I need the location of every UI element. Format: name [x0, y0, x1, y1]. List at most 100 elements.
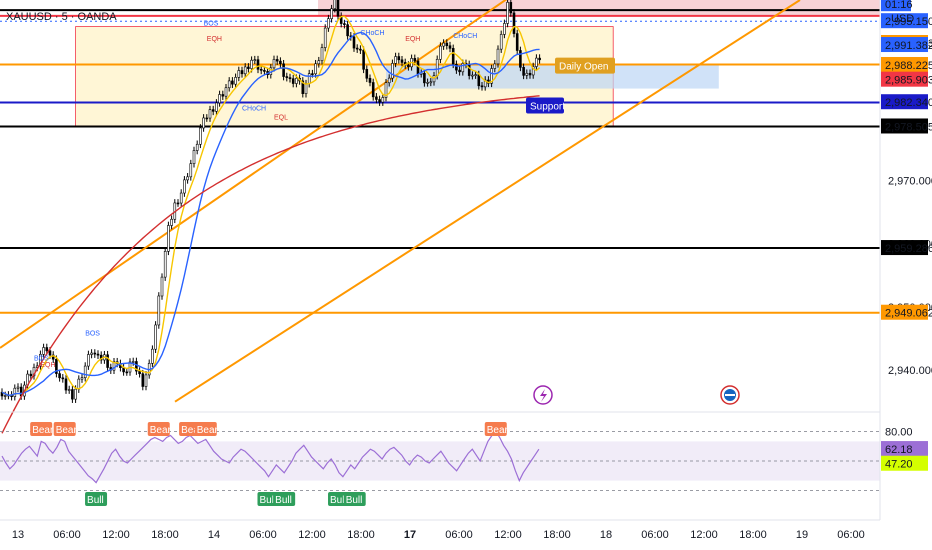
candle-body	[381, 97, 385, 103]
candle-body	[231, 80, 234, 85]
candle-body	[221, 94, 225, 97]
time-axis[interactable]: 13 06:00 12:00 18:00 14 06:00 12:00 18:00 17 06:0…	[0, 519, 880, 541]
candle-body	[48, 350, 52, 356]
currency-label[interactable]: USD	[891, 13, 914, 25]
candle-body	[474, 74, 477, 76]
price-label-tag[interactable]: 2,982.340	[881, 94, 932, 110]
candle-body	[135, 361, 138, 372]
candle-body	[55, 358, 58, 374]
resistance-zone	[318, 0, 880, 16]
structure-label-bos: BOS	[34, 356, 49, 363]
candle-body	[141, 373, 145, 387]
candle-body	[458, 69, 461, 73]
candle-body	[368, 77, 372, 83]
price-axis[interactable]: 2,940.0002,950.0002,960.0002,970.0002,99…	[879, 0, 932, 520]
annotation-support[interactable]: Support	[526, 97, 565, 114]
price-label-tag[interactable]: 2,978.505	[881, 118, 932, 134]
time-tick-label: 06:00	[641, 529, 669, 541]
time-tick-label: 12:00	[102, 529, 130, 541]
time-tick-label: 19	[796, 529, 808, 541]
candle-body	[384, 82, 388, 98]
time-tick-label: 18:00	[739, 529, 767, 541]
rsi-signal-bear: Bear	[53, 422, 77, 436]
candle-body	[64, 378, 68, 391]
candle-body	[279, 60, 282, 65]
price-label-tag[interactable]: 2,995.150	[881, 13, 932, 29]
price-label-text: 2,982.340	[885, 97, 932, 109]
price-label-bg	[881, 118, 928, 134]
candle-body	[208, 109, 212, 119]
signal-text: Bear	[150, 425, 172, 436]
candle-body	[3, 395, 7, 397]
candle-body	[515, 33, 519, 51]
signal-text: Bull	[346, 495, 363, 506]
price-label-tag[interactable]: 2,949.062	[881, 304, 932, 320]
structure-label-eql: EQL	[274, 115, 288, 122]
candle-body	[451, 48, 455, 65]
candle-body	[330, 8, 333, 19]
candle-body	[512, 12, 516, 34]
rsi-tick-label: 80.00	[885, 427, 913, 439]
candle-body	[480, 85, 484, 88]
price-label-text: 2,988.225	[885, 60, 932, 72]
candle-body	[96, 353, 100, 356]
event-icons[interactable]	[533, 385, 740, 405]
time-tick-label: 14	[208, 529, 220, 541]
price-label-bg	[881, 304, 928, 320]
structure-label-bos: BOS	[85, 330, 100, 337]
signal-text: Bear	[487, 425, 509, 436]
annotation-daily-open[interactable]: Daily Open	[555, 57, 615, 74]
signal-bg	[30, 422, 53, 436]
structure-label-choch: CHoCH	[360, 30, 384, 37]
price-label-tag[interactable]: 2,959.286	[881, 240, 932, 256]
candle-body	[253, 59, 257, 61]
candle-body	[397, 56, 401, 61]
price-label-bg	[881, 71, 928, 87]
candle-body	[336, 0, 340, 17]
signal-text: Bull	[87, 495, 104, 506]
candle-body	[448, 45, 452, 49]
candle-body	[237, 70, 241, 78]
price-label-tag[interactable]: 2,991.382	[881, 37, 932, 53]
candle-body	[211, 109, 215, 112]
structure-label-bos: BOS	[204, 20, 219, 27]
trendline-lower[interactable]	[174, 0, 801, 403]
time-tick-label: 06:00	[445, 529, 473, 541]
candle-body	[522, 67, 525, 76]
signal-text: Bear	[181, 425, 203, 436]
candle-body	[58, 373, 61, 379]
candle-body	[218, 94, 221, 104]
time-tick-label: 12:00	[494, 529, 522, 541]
rsi-signal-bull: Bull	[85, 492, 108, 506]
candle-body	[323, 27, 327, 48]
candle-body	[320, 47, 324, 62]
price-label-tag[interactable]: 2,988.225	[881, 56, 932, 72]
signal-bg	[484, 422, 507, 436]
price-label-tag[interactable]: 2,985.903	[881, 71, 932, 87]
candle-body	[499, 34, 503, 50]
structure-label-choch: CHoCH	[242, 106, 266, 113]
trendline-upper[interactable]	[0, 0, 520, 349]
candle-body	[493, 63, 497, 69]
candle-body	[167, 225, 170, 252]
symbol-title: XAUUSD · 5 · OANDA	[6, 11, 117, 23]
candle-body	[275, 59, 279, 62]
candle-body	[503, 23, 506, 35]
countdown-tag: 01:16	[881, 0, 913, 12]
candle-body	[131, 361, 135, 363]
candle-body	[333, 0, 337, 9]
price-pane[interactable]: BOSBOSBOSCHoCHCHoCHCHoCHEQHEQHEQHEQLResi…	[0, 0, 880, 434]
annotation-bg	[555, 57, 615, 74]
candle-body	[13, 387, 17, 397]
candle-body	[154, 324, 157, 350]
candle-body	[423, 72, 426, 84]
candle-body	[125, 371, 129, 374]
candle-body	[163, 250, 167, 278]
signal-bg	[343, 492, 366, 506]
candle-body	[528, 72, 532, 76]
candle-body	[29, 373, 33, 377]
candle-body	[176, 202, 180, 205]
candle-body	[314, 63, 317, 75]
